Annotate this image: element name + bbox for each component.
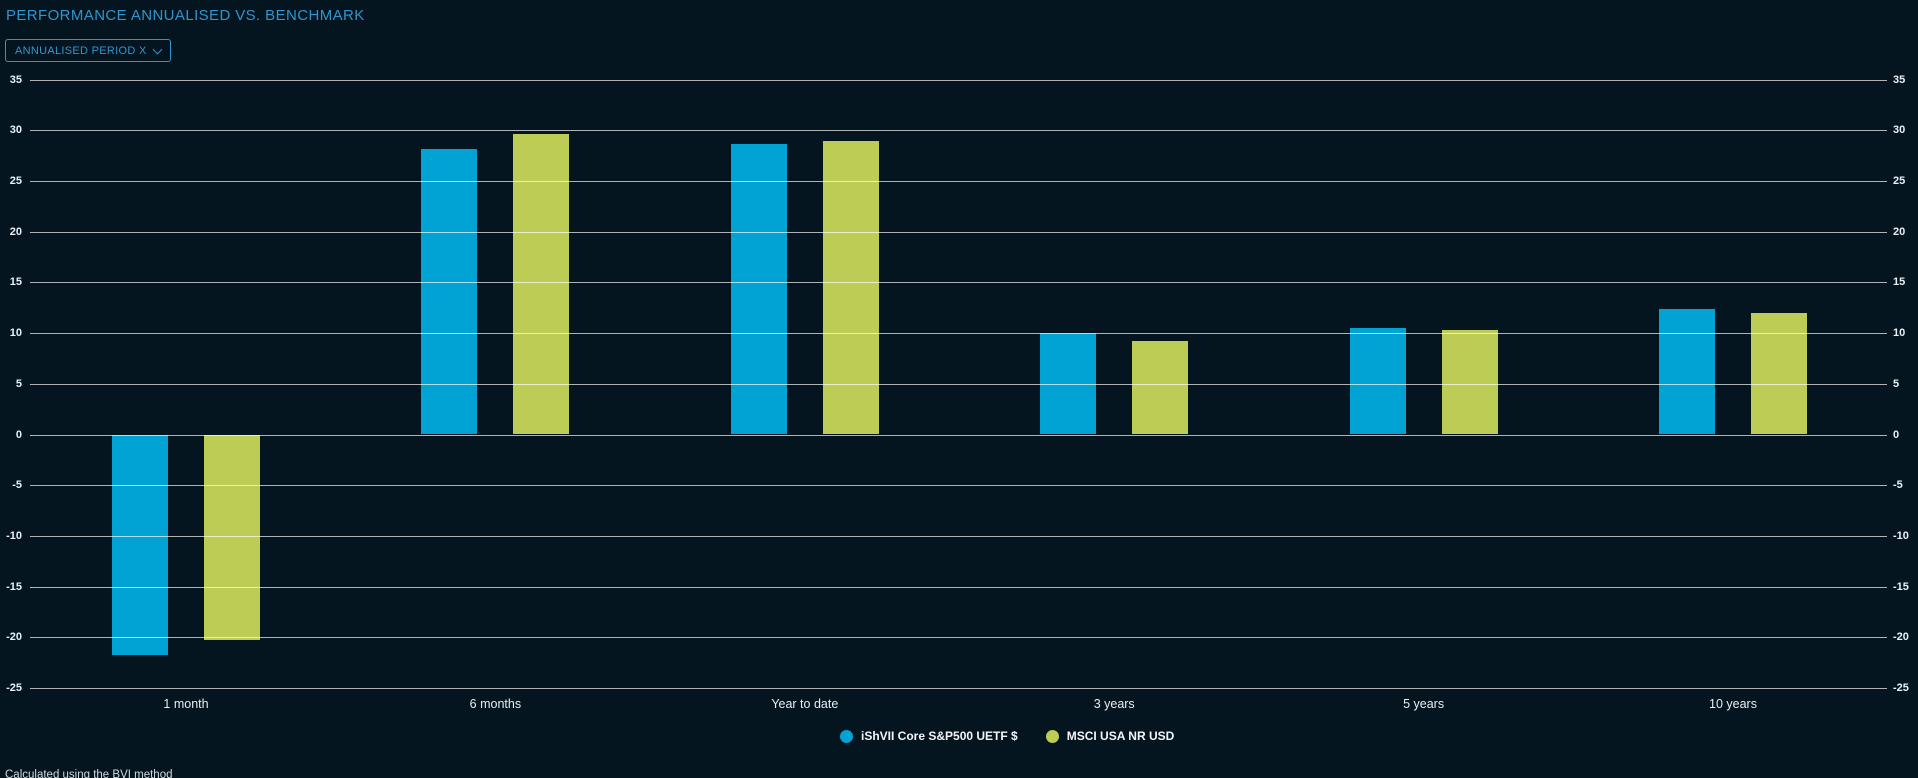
gridline [30,282,1887,284]
y-tick-label-right: 15 [1893,276,1906,289]
y-tick-label-left: -5 [12,479,22,492]
y-tick-label-left: 20 [9,225,22,238]
x-axis-label: 1 month [163,697,209,711]
y-tick-label-left: -25 [6,681,22,694]
bar-benchmark-year-to-date[interactable] [822,140,879,435]
x-axis-label: 5 years [1403,697,1445,711]
legend-dot-icon [1045,729,1059,743]
y-tick-label-left: 25 [9,175,22,188]
annualised-period-dropdown-label: ANNUALISED PERIOD X [15,44,147,57]
y-tick-label-right: 10 [1893,327,1906,340]
page-title: PERFORMANCE ANNUALISED VS. BENCHMARK [6,7,365,24]
legend: iShVII Core S&P500 UETF $ MSCI USA NR USD [840,729,1174,743]
annualised-period-dropdown[interactable]: ANNUALISED PERIOD X [5,39,171,62]
gridline [30,586,1887,588]
x-axis-label: 10 years [1709,697,1757,711]
gridline [30,485,1887,487]
y-tick-label-right: -20 [1893,631,1909,644]
y-tick-label-left: 15 [9,276,22,289]
gridline [30,383,1887,385]
bar-benchmark-10-years[interactable] [1751,312,1807,435]
y-tick-label-right: -5 [1893,479,1903,492]
x-axis-label: 3 years [1093,697,1135,711]
legend-label: MSCI USA NR USD [1066,729,1175,743]
legend-label: iShVII Core S&P500 UETF $ [861,729,1018,743]
gridline [30,687,1887,689]
y-tick-label-right: -25 [1893,681,1909,694]
bar-fund-10-years[interactable] [1659,308,1715,435]
gridline [30,181,1887,183]
y-tick-label-right: 20 [1893,225,1906,238]
y-tick-label-left: -15 [6,580,22,593]
bar-fund-year-to-date[interactable] [730,143,787,435]
bar-fund-6-months[interactable] [421,148,478,435]
gridline [30,130,1887,132]
y-tick-label-right: -10 [1893,529,1909,542]
bar-benchmark-5-years[interactable] [1441,330,1498,435]
legend-item-benchmark[interactable]: MSCI USA NR USD [1045,729,1175,743]
legend-item-fund[interactable]: iShVII Core S&P500 UETF $ [840,729,1018,743]
gridline [30,79,1887,81]
gridline [30,231,1887,233]
y-tick-label-left: 0 [15,428,22,441]
y-tick-label-left: -10 [6,529,22,542]
y-tick-label-right: 25 [1893,175,1906,188]
x-axis-label: Year to date [771,697,839,711]
y-tick-label-right: 0 [1893,428,1900,441]
y-tick-label-left: 30 [9,124,22,137]
bar-benchmark-1-month[interactable] [204,434,260,641]
y-tick-label-left: 10 [9,327,22,340]
bar-fund-5-years[interactable] [1349,328,1406,435]
y-tick-label-right: 30 [1893,124,1906,137]
gridline [30,333,1887,335]
y-tick-label-right: 5 [1893,377,1900,390]
y-tick-label-left: 5 [15,377,22,390]
bar-fund-1-month[interactable] [112,434,168,656]
x-axis-label: 6 months [469,697,522,711]
bar-benchmark-6-months[interactable] [513,134,570,435]
footer-disclaimer: Calculated using the BVI method [5,769,173,778]
bar-benchmark-3-years[interactable] [1132,341,1189,435]
y-tick-label-right: 35 [1893,73,1906,86]
bar-fund-3-years[interactable] [1040,333,1097,435]
legend-dot-icon [840,729,853,743]
gridline [30,434,1887,436]
y-tick-label-left: -20 [6,631,22,644]
y-tick-label-right: -15 [1893,580,1909,593]
gridline [30,637,1887,639]
gridline [30,535,1887,537]
y-tick-label-left: 35 [9,73,22,86]
